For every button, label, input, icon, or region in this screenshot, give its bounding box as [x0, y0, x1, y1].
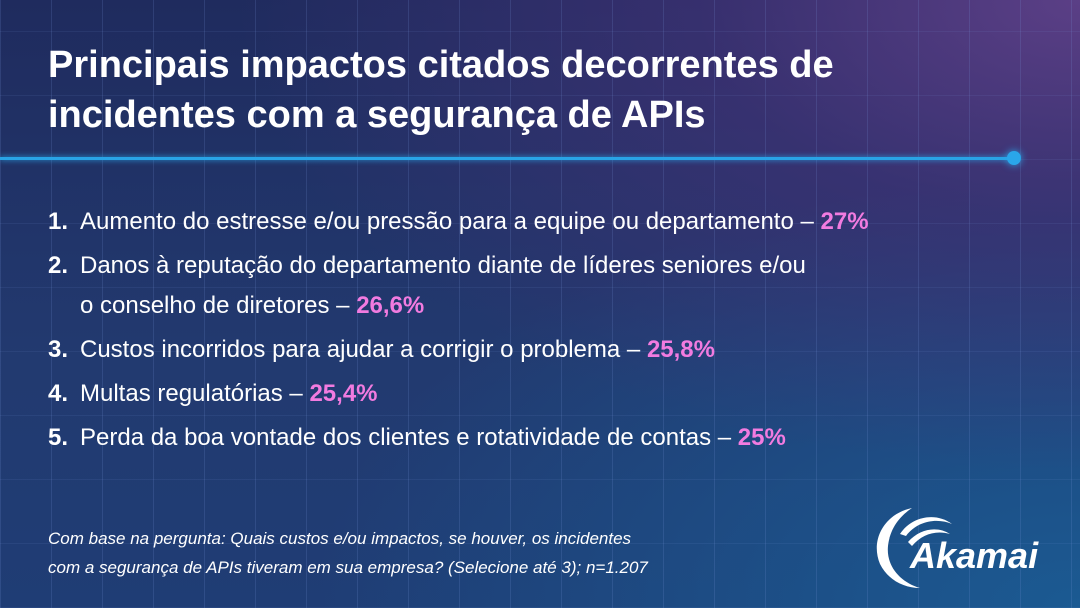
item-text: Aumento do estresse e/ou pressão para a … [80, 208, 821, 235]
list-item: 5. Perda da boa vontade dos clientes e r… [48, 416, 1040, 460]
page-title: Principais impactos citados decorrentes … [48, 40, 1008, 140]
item-number: 1. [48, 208, 69, 235]
akamai-logo: Akamai [876, 508, 1039, 588]
item-percent: 26,6% [356, 292, 425, 319]
item-text: Custos incorridos para ajudar a corrigir… [80, 336, 647, 363]
item-percent: 25% [737, 424, 786, 451]
item-text: o conselho de diretores – [80, 292, 357, 319]
list-item: 4. Multas regulatórias – 25,4% [48, 372, 1040, 416]
item-number: 2. [48, 252, 69, 279]
footnote-line-1: Com base na pergunta: Quais custos e/ou … [48, 529, 632, 548]
list-item: 2. Danos à reputação do departamento dia… [48, 244, 1040, 288]
list-item-continuation: o conselho de diretores – 26,6% [48, 284, 1040, 328]
item-percent: 25,4% [309, 380, 378, 407]
item-percent: 27% [820, 208, 869, 235]
item-text: Danos à reputação do departamento diante… [80, 252, 806, 279]
list-item: 1. Aumento do estresse e/ou pressão para… [48, 200, 1040, 244]
footnote-line-2: com a segurança de APIs tiveram em sua e… [48, 558, 648, 577]
footnote: Com base na pergunta: Quais custos e/ou … [48, 524, 648, 582]
item-text: Multas regulatórias – [80, 380, 310, 407]
logo-text: Akamai [909, 535, 1039, 576]
item-text: Perda da boa vontade dos clientes e rota… [80, 424, 738, 451]
list-item: 3. Custos incorridos para ajudar a corri… [48, 328, 1040, 372]
divider-line [0, 157, 1012, 160]
item-number: 5. [48, 424, 69, 451]
item-number: 4. [48, 380, 69, 407]
title-line-1: Principais impactos citados decorrentes … [48, 44, 834, 86]
item-percent: 25,8% [646, 336, 715, 363]
item-number: 3. [48, 336, 69, 363]
impact-list: 1. Aumento do estresse e/ou pressão para… [48, 200, 1040, 460]
title-line-2: incidentes com a segurança de APIs [48, 94, 706, 136]
divider-dot [1007, 151, 1021, 165]
